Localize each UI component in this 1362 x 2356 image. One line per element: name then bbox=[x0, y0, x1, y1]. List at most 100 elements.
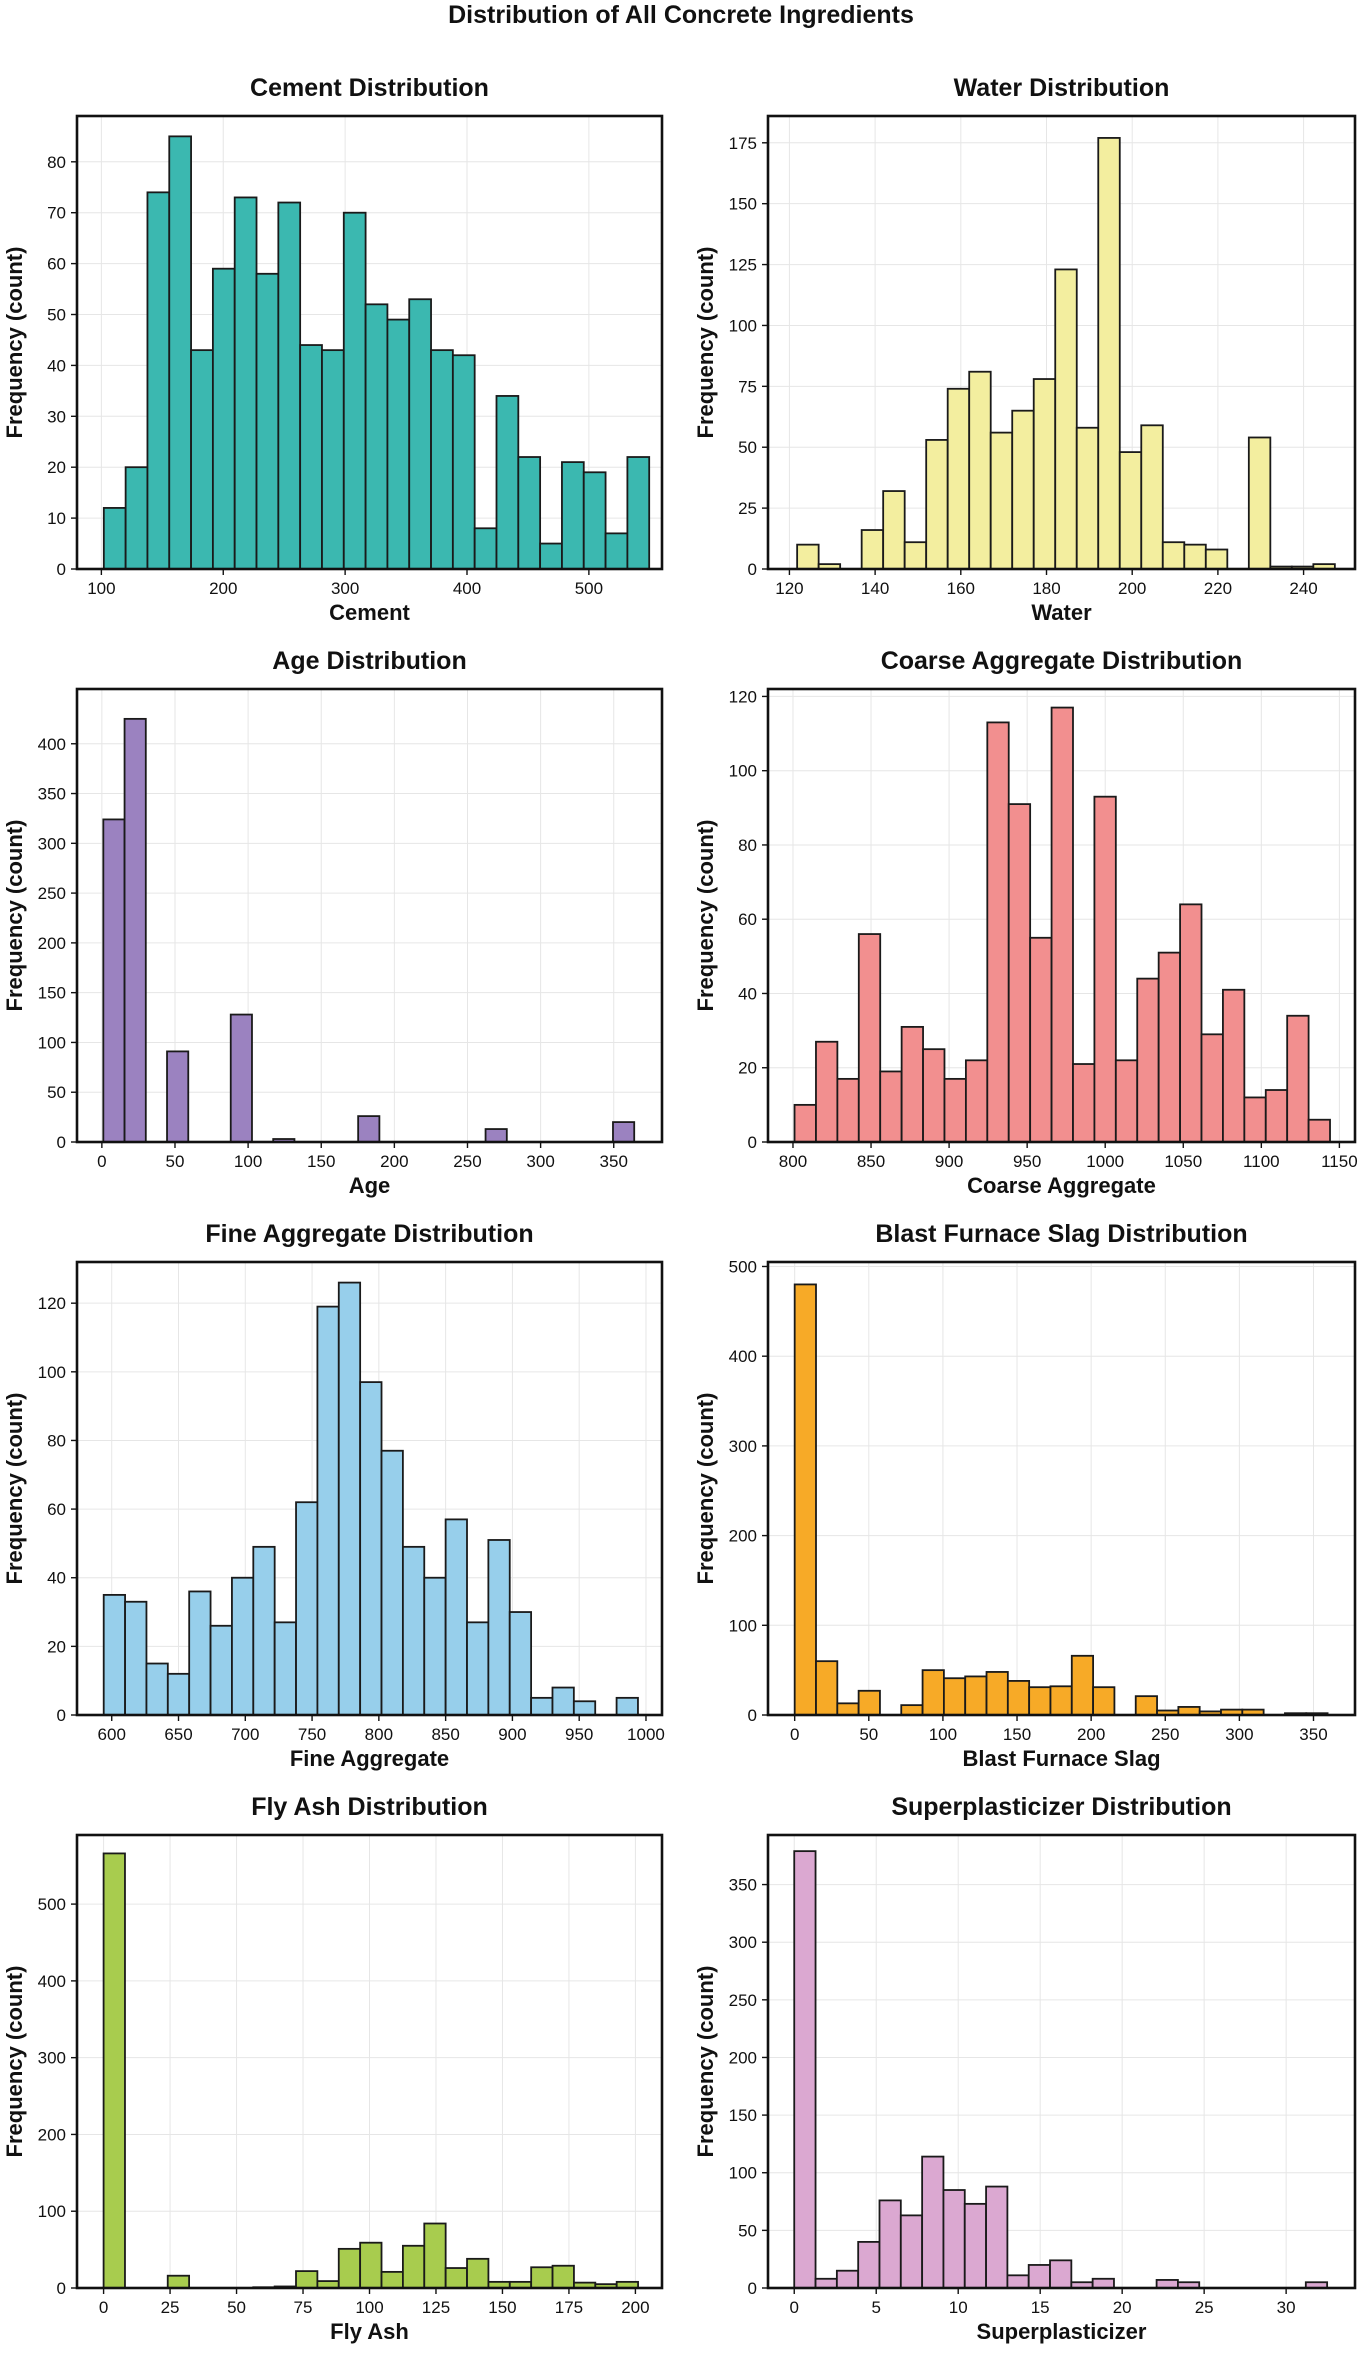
histogram-bar bbox=[102, 1593, 126, 1716]
histogram-bar bbox=[102, 818, 126, 1143]
histogram-bar bbox=[900, 1704, 924, 1716]
histogram-bar bbox=[989, 431, 1014, 570]
histogram-bar bbox=[1032, 378, 1057, 570]
histogram-bar bbox=[946, 387, 971, 570]
histogram-bar bbox=[1006, 2274, 1030, 2289]
x-tick-label: 5 bbox=[871, 2298, 880, 2317]
histogram-bar bbox=[860, 529, 885, 570]
histogram-bar bbox=[1243, 1096, 1267, 1143]
x-tick: 950 bbox=[1013, 1142, 1041, 1171]
x-tick-label: 300 bbox=[1225, 1725, 1253, 1744]
x-tick-label: 220 bbox=[1204, 579, 1232, 598]
y-tick: 300 bbox=[38, 834, 77, 853]
y-tick-label: 80 bbox=[47, 1431, 66, 1450]
histogram-bar bbox=[1114, 1059, 1139, 1143]
y-tick: 25 bbox=[738, 499, 768, 518]
histogram-bar bbox=[551, 2264, 575, 2289]
x-tick-label: 900 bbox=[498, 1725, 526, 1744]
x-tick: 300 bbox=[1225, 1715, 1254, 1744]
x-tick-label: 100 bbox=[234, 1152, 262, 1171]
y-tick: 200 bbox=[38, 2125, 77, 2144]
x-tick: 175 bbox=[555, 2288, 583, 2317]
histogram-bar bbox=[1007, 803, 1032, 1143]
y-tick-label: 75 bbox=[738, 377, 757, 396]
x-tick: 800 bbox=[779, 1142, 807, 1171]
x-axis-label: Superplasticizer bbox=[977, 2319, 1147, 2344]
y-tick: 100 bbox=[729, 1616, 768, 1635]
histogram-bar bbox=[1118, 451, 1143, 570]
histogram-bar bbox=[166, 2274, 191, 2289]
y-tick: 100 bbox=[38, 1033, 77, 1052]
axes-frame bbox=[766, 1260, 1357, 1717]
axes-frame bbox=[75, 1260, 664, 1717]
x-tick: 0 bbox=[790, 1715, 799, 1744]
gridlines bbox=[768, 1835, 1355, 2289]
x-tick-label: 0 bbox=[99, 2298, 108, 2317]
y-axis-label: Frequency (count) bbox=[693, 247, 718, 439]
x-axis-label: Fine Aggregate bbox=[290, 1746, 449, 1771]
y-tick: 300 bbox=[729, 1933, 768, 1952]
y-tick-label: 120 bbox=[38, 1294, 66, 1313]
y-tick: 500 bbox=[729, 1257, 768, 1276]
histogram-bar bbox=[921, 1669, 945, 1716]
histogram-bar bbox=[252, 1545, 276, 1716]
histogram-bar bbox=[925, 439, 949, 570]
x-tick: 200 bbox=[209, 569, 237, 598]
x-tick: 100 bbox=[355, 2288, 384, 2317]
y-tick-label: 60 bbox=[47, 255, 66, 274]
histogram-bar bbox=[123, 717, 147, 1143]
histogram-bar bbox=[273, 1621, 297, 1716]
y-tick: 200 bbox=[729, 1527, 768, 1546]
histogram-bar bbox=[1157, 951, 1181, 1143]
y-axis-label: Frequency (count) bbox=[2, 1966, 27, 2158]
y-tick: 30 bbox=[47, 407, 77, 426]
y-tick: 0 bbox=[748, 560, 768, 579]
y-tick-label: 40 bbox=[738, 984, 757, 1003]
x-tick: 150 bbox=[488, 2288, 517, 2317]
chart-panel-8: 0 5 10 15 20 25 30050100150200250300350Superpl… bbox=[693, 1793, 1357, 2344]
histogram-bar bbox=[963, 2202, 987, 2289]
y-axis-label: Frequency (count) bbox=[2, 247, 27, 439]
histogram-bar bbox=[615, 1696, 639, 1716]
x-tick: 1000 bbox=[627, 1715, 665, 1744]
y-tick: 100 bbox=[729, 2164, 768, 2183]
y-tick: 350 bbox=[729, 1876, 768, 1895]
chart-panel-7: 0 25 50 75 100 125 150 175 200 0 100 200 300 400 500 Fl… bbox=[2, 1793, 664, 2344]
x-tick: 200 bbox=[1118, 569, 1146, 598]
histogram-bar bbox=[342, 211, 367, 570]
x-tick-label: 30 bbox=[1277, 2298, 1296, 2317]
y-tick: 200 bbox=[38, 934, 77, 953]
y-tick-label: 50 bbox=[47, 306, 66, 325]
x-tick-label: 850 bbox=[431, 1725, 459, 1744]
x-tick-label: 150 bbox=[1003, 1725, 1031, 1744]
x-tick: 25 bbox=[1195, 2288, 1214, 2317]
histogram-bar bbox=[814, 2277, 838, 2289]
x-tick: 200 bbox=[1077, 1715, 1105, 1744]
x-tick-label: 650 bbox=[164, 1725, 192, 1744]
x-tick-label: 200 bbox=[621, 2298, 649, 2317]
x-tick-label: 50 bbox=[227, 2298, 246, 2317]
x-tick: 220 bbox=[1204, 569, 1232, 598]
histogram-bar bbox=[255, 272, 280, 570]
x-tick: 850 bbox=[431, 1715, 460, 1744]
histogram-bar bbox=[900, 1025, 924, 1143]
x-tick-label: 200 bbox=[380, 1152, 408, 1171]
chart-title: Water Distribution bbox=[954, 74, 1170, 102]
y-axis-label: Frequency (count) bbox=[2, 1393, 27, 1585]
chart-panel-6: 0 50 100 150 200 250 300 350 0 100 200 300 400 500 Bla… bbox=[693, 1220, 1357, 1771]
x-tick-label: 160 bbox=[947, 579, 975, 598]
x-tick-label: 15 bbox=[1031, 2298, 1050, 2317]
histogram-bar bbox=[551, 1686, 575, 1716]
histogram-bar bbox=[1140, 424, 1164, 570]
x-tick-label: 240 bbox=[1289, 579, 1317, 598]
histogram-bar bbox=[423, 1576, 447, 1716]
x-tick: 75 bbox=[294, 2288, 312, 2317]
x-tick-label: 120 bbox=[775, 579, 803, 598]
histogram-bar bbox=[572, 1700, 597, 1716]
histogram-bar bbox=[604, 532, 629, 570]
x-tick-label: 300 bbox=[331, 579, 359, 598]
chart-title: Blast Furnace Slag Distribution bbox=[875, 1220, 1247, 1248]
histogram-bar bbox=[1307, 1118, 1331, 1143]
histogram-bar bbox=[299, 344, 323, 570]
y-tick: 50 bbox=[47, 1083, 77, 1102]
